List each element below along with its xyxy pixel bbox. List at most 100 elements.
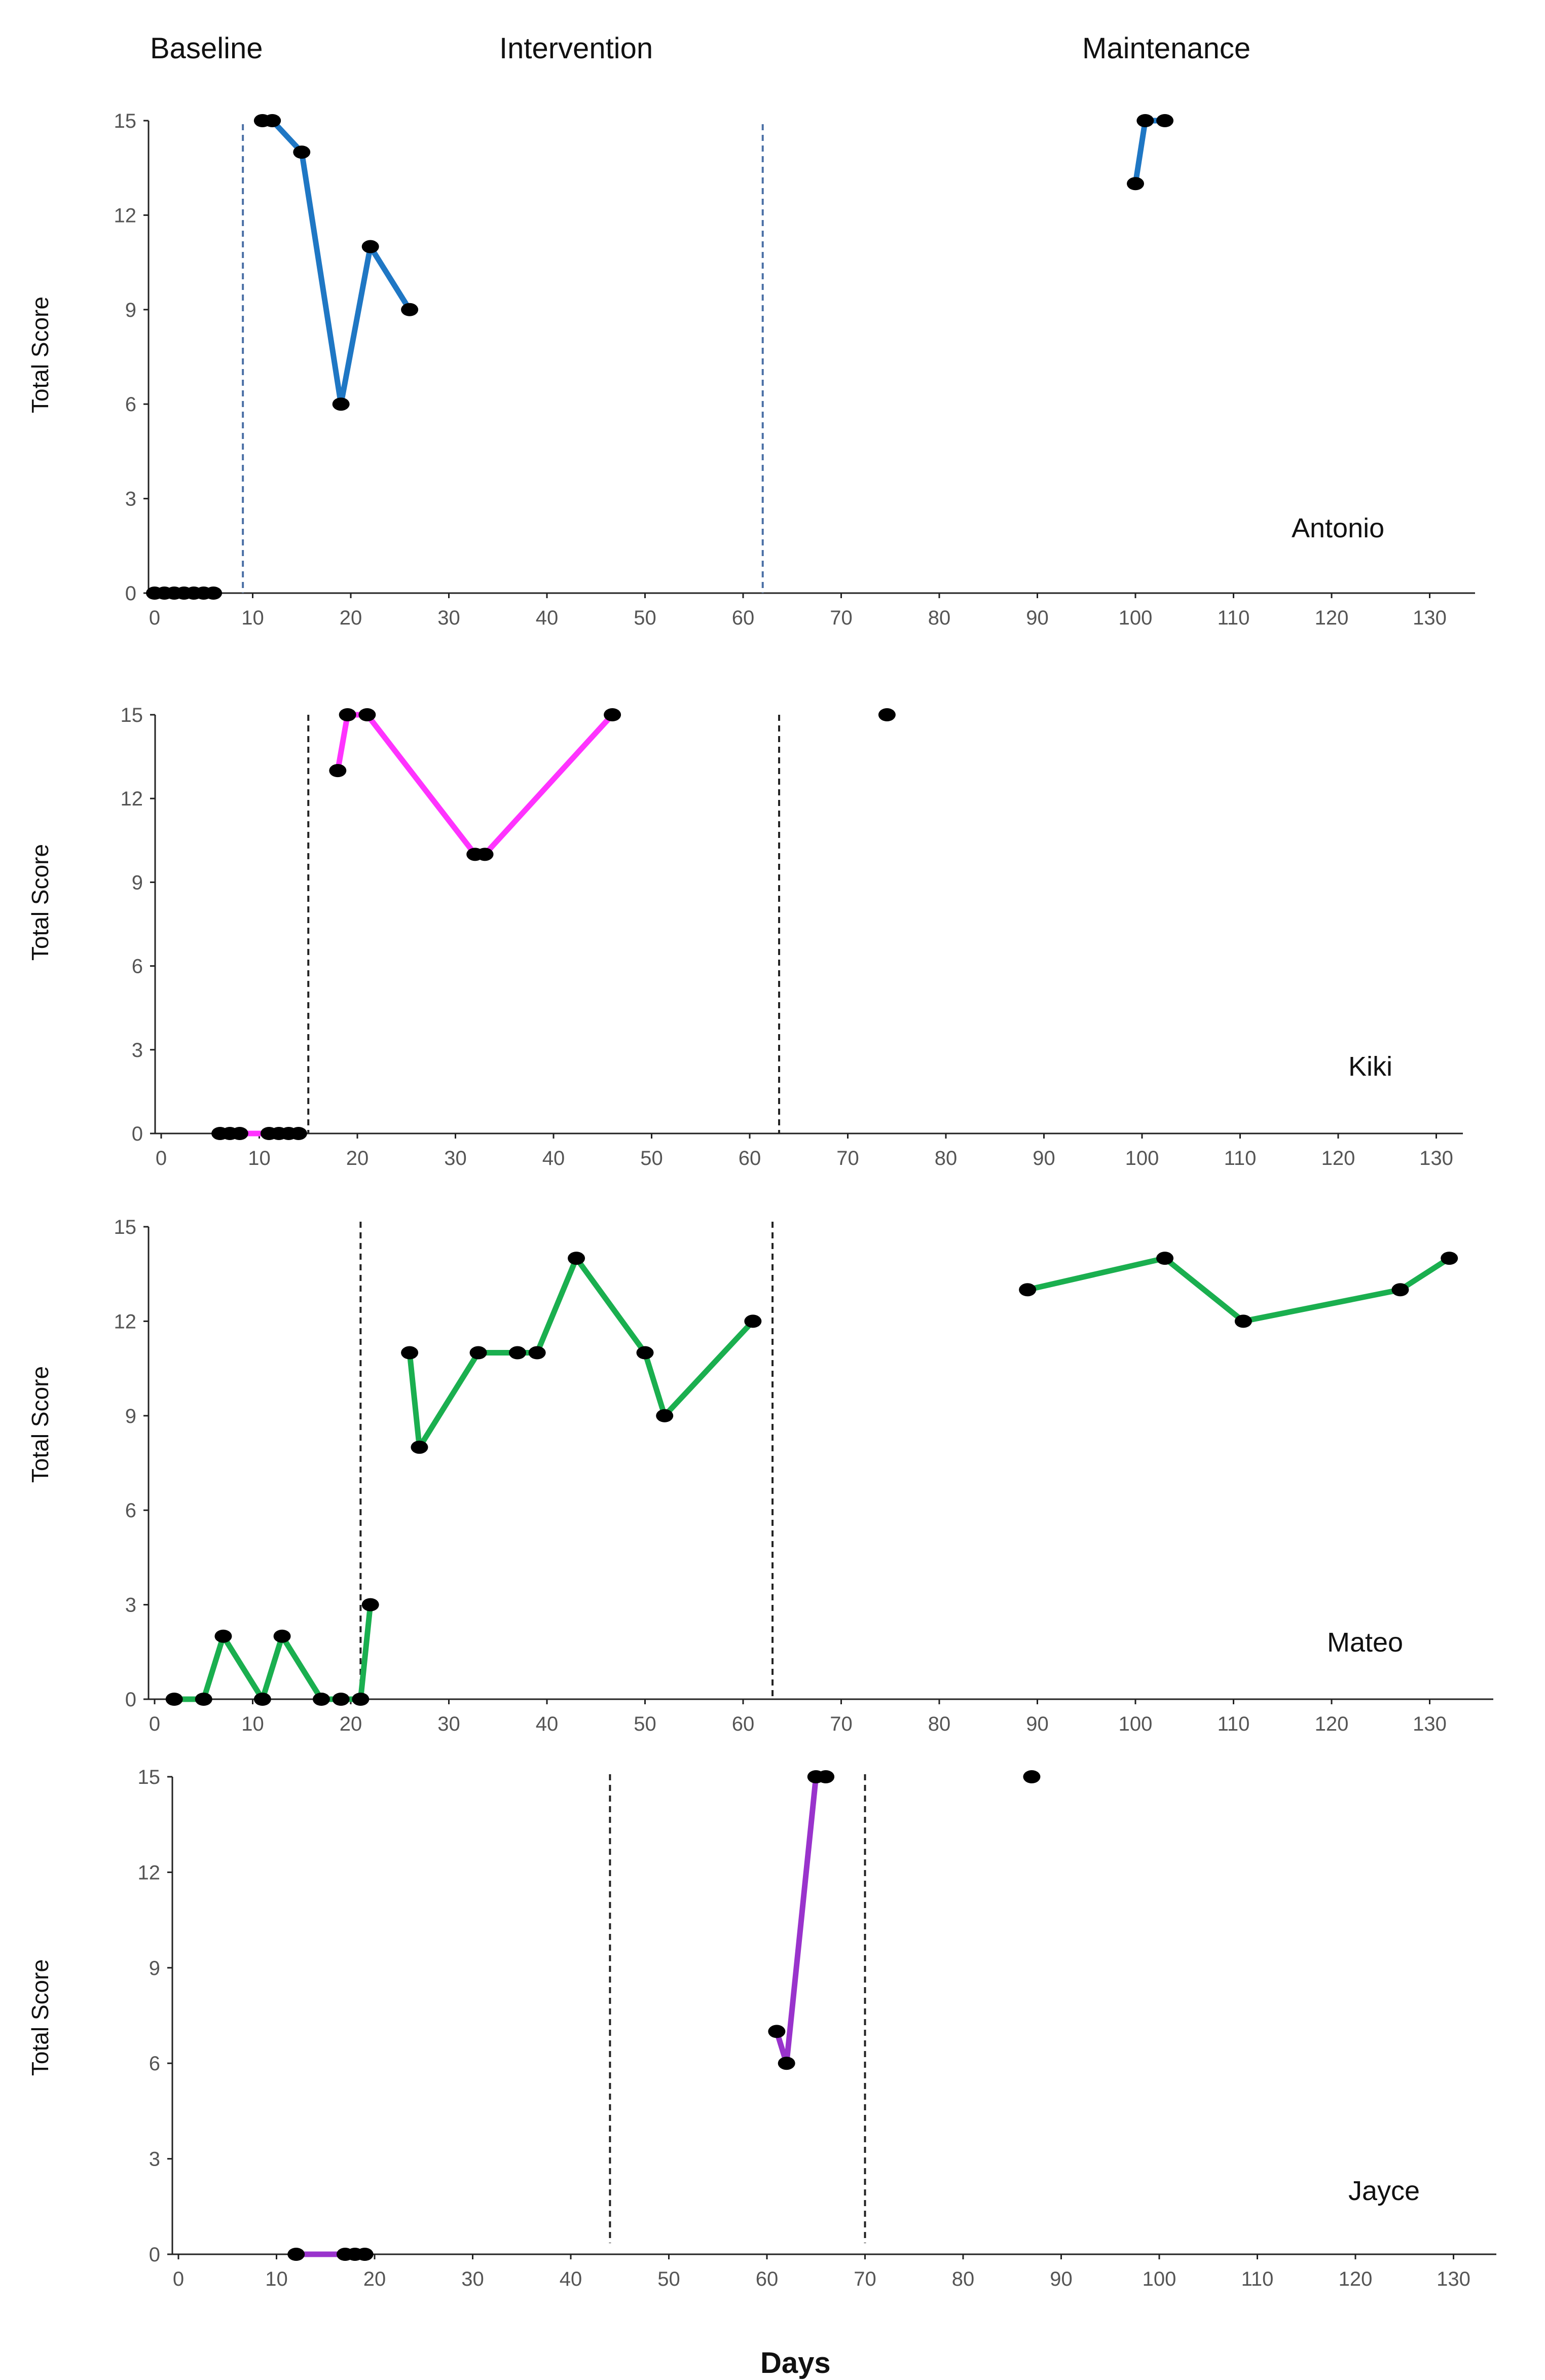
y-tick-label: 9 <box>132 871 143 894</box>
data-point <box>165 1693 183 1706</box>
data-point <box>1156 114 1174 127</box>
data-point <box>1234 1314 1252 1328</box>
data-point <box>568 1252 585 1265</box>
y-tick-label: 12 <box>114 1310 137 1333</box>
y-tick-label: 6 <box>149 2053 160 2075</box>
x-tick-label: 30 <box>437 607 460 629</box>
x-tick-label: 50 <box>640 1147 663 1169</box>
x-tick-label: 130 <box>1437 2268 1470 2290</box>
x-tick-label: 30 <box>444 1147 467 1169</box>
x-tick-label: 60 <box>756 2268 779 2290</box>
data-point <box>273 1629 291 1643</box>
data-point <box>469 1346 487 1360</box>
x-tick-label: 20 <box>363 2268 386 2290</box>
y-tick-label: 6 <box>125 1499 136 1522</box>
x-tick-label: 60 <box>732 607 755 629</box>
x-tick-label: 70 <box>854 2268 876 2290</box>
x-tick-label: 90 <box>1050 2268 1073 2290</box>
x-tick-label: 0 <box>156 1147 167 1169</box>
x-tick-label: 90 <box>1026 607 1049 629</box>
data-point <box>1391 1283 1409 1297</box>
series-line <box>262 118 412 407</box>
data-point <box>312 1693 330 1706</box>
y-tick-label: 15 <box>121 704 143 726</box>
x-tick-label: 10 <box>265 2268 288 2290</box>
x-tick-label: 110 <box>1218 607 1250 629</box>
panel-jayce: 0 3 6 9 12 15 0 10 20 30 40 50 60 70 80 90 100 110 120 130 T… <box>27 1766 1496 2290</box>
data-point <box>358 708 376 721</box>
x-tick-label: 70 <box>830 1713 853 1735</box>
y-tick-label: 12 <box>138 1861 161 1884</box>
panel-mateo: 0 3 6 9 12 15 0 10 20 30 40 50 60 70 80 90 100 110 120 130 T… <box>27 1216 1493 1735</box>
y-tick-label: 15 <box>114 1216 137 1238</box>
x-tick-label: 40 <box>536 1713 559 1735</box>
x-tick-label: 10 <box>241 607 264 629</box>
data-point <box>476 848 494 861</box>
x-tick-label: 60 <box>739 1147 761 1169</box>
x-tick-label: 40 <box>560 2268 582 2290</box>
y-tick-label: 15 <box>138 1766 161 1788</box>
x-tick-label: 120 <box>1315 1713 1349 1735</box>
data-point <box>339 708 356 721</box>
data-point <box>329 764 347 778</box>
data-point <box>604 708 621 721</box>
y-tick-label: 6 <box>132 956 143 978</box>
x-tick-label: 110 <box>1241 2268 1274 2290</box>
x-tick-label: 20 <box>340 1713 362 1735</box>
x-tick-label: 0 <box>149 607 160 629</box>
data-point <box>352 1693 370 1706</box>
y-tick-label: 0 <box>132 1123 143 1145</box>
data-point <box>361 240 379 253</box>
series-line <box>407 1255 755 1450</box>
data-point <box>253 1693 271 1706</box>
x-tick-label: 130 <box>1419 1147 1453 1169</box>
x-tick-label: 20 <box>346 1147 369 1169</box>
y-tick-label: 3 <box>125 1594 136 1617</box>
x-tick-label: 50 <box>634 607 656 629</box>
phase-label-intervention: Intervention <box>499 32 653 65</box>
x-tick-label: 80 <box>952 2268 975 2290</box>
y-tick-label: 12 <box>114 204 137 227</box>
panel-kiki: 0 3 6 9 12 15 0 10 20 30 40 50 60 70 80 90 100 110 120 130 T… <box>27 704 1463 1169</box>
y-tick-label: 12 <box>121 788 143 810</box>
x-tick-label: 0 <box>173 2268 184 2290</box>
x-tick-label: 40 <box>536 607 559 629</box>
x-tick-label: 50 <box>634 1713 656 1735</box>
data-point <box>768 2025 786 2038</box>
data-point <box>1127 177 1144 191</box>
data-point <box>332 397 350 411</box>
data-point <box>1019 1283 1037 1297</box>
data-point <box>332 1693 350 1706</box>
x-tick-label: 100 <box>1143 2268 1176 2290</box>
x-tick-label: 130 <box>1413 1713 1447 1735</box>
data-point <box>231 1127 248 1140</box>
data-point <box>1441 1252 1458 1265</box>
x-tick-label: 110 <box>1218 1713 1250 1735</box>
y-tick-label: 9 <box>125 299 136 321</box>
data-point <box>289 1127 307 1140</box>
data-point <box>356 2248 374 2261</box>
series-line <box>1026 1255 1451 1324</box>
x-tick-label: 10 <box>248 1147 271 1169</box>
data-point <box>287 2248 305 2261</box>
data-point <box>214 1629 232 1643</box>
data-point <box>778 2057 795 2070</box>
x-tick-label: 80 <box>928 607 951 629</box>
y-tick-label: 3 <box>132 1039 143 1061</box>
y-tick-label: 9 <box>149 1957 160 1980</box>
y-tick-label: 0 <box>125 1689 136 1711</box>
data-point <box>401 303 419 316</box>
data-point <box>636 1346 654 1360</box>
x-tick-label: 10 <box>241 1713 264 1735</box>
x-tick-label: 70 <box>830 607 853 629</box>
x-axis-label: Days <box>760 2347 831 2379</box>
data-point <box>1023 1770 1041 1783</box>
x-tick-label: 80 <box>928 1713 951 1735</box>
y-axis-label: Total Score <box>27 844 53 961</box>
series-line <box>174 1604 374 1702</box>
series-line <box>335 712 615 857</box>
x-tick-label: 40 <box>542 1147 565 1169</box>
participant-name: Antonio <box>1292 513 1384 543</box>
x-tick-label: 90 <box>1033 1147 1055 1169</box>
data-point <box>293 145 311 159</box>
